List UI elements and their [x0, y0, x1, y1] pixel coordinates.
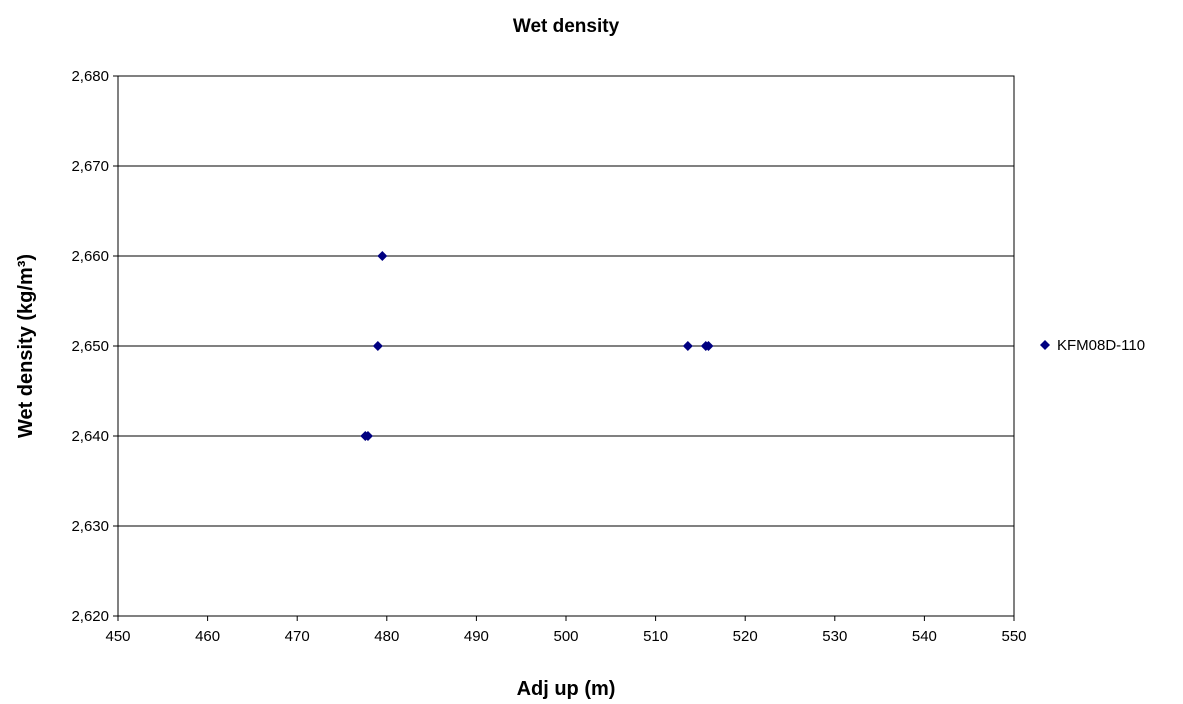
y-tick-label: 2,660 — [71, 248, 109, 265]
x-tick-label: 460 — [195, 628, 220, 645]
x-tick-label: 530 — [822, 628, 847, 645]
y-tick-label: 2,680 — [71, 68, 109, 85]
legend-label: KFM08D-110 — [1057, 337, 1145, 354]
data-points — [360, 251, 714, 441]
x-tick-label: 500 — [553, 628, 578, 645]
x-tick-label: 490 — [464, 628, 489, 645]
y-axis-title: Wet density (kg/m³) — [15, 254, 37, 438]
x-tick-label: 470 — [285, 628, 310, 645]
x-tick-label: 510 — [643, 628, 668, 645]
x-tick-label: 480 — [374, 628, 399, 645]
y-tick-label: 2,650 — [71, 338, 109, 355]
y-axis-ticks: 2,620 2,630 2,640 2,650 2,660 2,670 2,680 — [71, 68, 118, 625]
data-point — [362, 431, 373, 441]
data-point — [703, 341, 714, 351]
y-tick-label: 2,640 — [71, 428, 109, 445]
gridlines — [118, 165, 1014, 527]
y-tick-label: 2,670 — [71, 158, 109, 175]
data-point — [377, 251, 388, 261]
legend: KFM08D-110 — [1040, 337, 1145, 354]
x-tick-label: 540 — [912, 628, 937, 645]
data-point — [372, 341, 383, 351]
chart-title: Wet density — [513, 16, 620, 37]
x-axis-title: Adj up (m) — [517, 678, 616, 700]
x-tick-label: 520 — [733, 628, 758, 645]
x-tick-label: 450 — [105, 628, 130, 645]
x-tick-label: 550 — [1001, 628, 1026, 645]
y-tick-label: 2,620 — [71, 608, 109, 625]
legend-marker-icon — [1040, 340, 1050, 350]
y-tick-label: 2,630 — [71, 518, 109, 535]
data-point — [682, 341, 693, 351]
x-axis-ticks: 450 460 470 480 490 500 510 520 530 540 550 — [105, 616, 1027, 645]
